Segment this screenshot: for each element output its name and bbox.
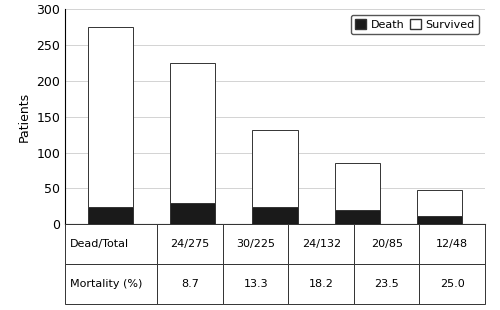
X-axis label: The number of risk factors for aspiration: The number of risk factors for aspiratio… — [148, 246, 402, 259]
Bar — [88, 207, 133, 224]
Bar — [252, 207, 298, 224]
Bar — [334, 210, 380, 224]
Bar — [170, 63, 216, 203]
Bar — [252, 130, 298, 207]
Y-axis label: Patients: Patients — [18, 92, 30, 142]
Legend: Death, Survived: Death, Survived — [351, 15, 480, 34]
Bar — [88, 27, 133, 207]
Bar — [334, 163, 380, 210]
Bar — [170, 203, 216, 224]
Bar — [417, 216, 463, 224]
Bar — [417, 190, 463, 216]
